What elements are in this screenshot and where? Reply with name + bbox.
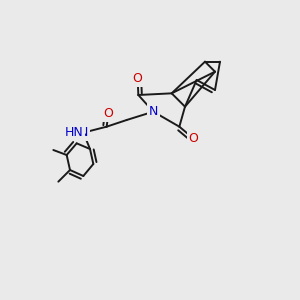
Text: O: O (188, 132, 198, 145)
Text: O: O (133, 72, 142, 85)
Text: HN: HN (64, 126, 83, 139)
Text: O: O (103, 107, 113, 120)
Text: N: N (148, 105, 158, 118)
Text: N: N (79, 126, 88, 139)
